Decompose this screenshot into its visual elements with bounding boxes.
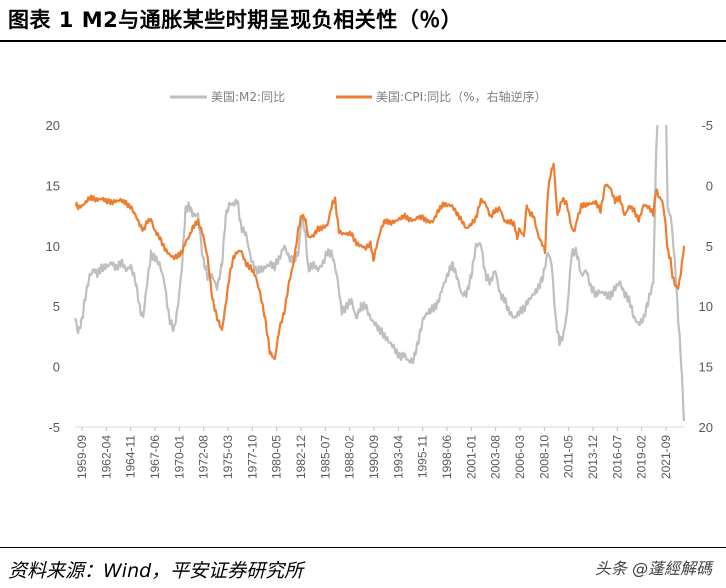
x-tick-label: 2016-07 xyxy=(610,435,624,479)
x-tick-label: 2013-12 xyxy=(586,435,600,479)
x-tick-label: 1982-12 xyxy=(294,435,308,479)
x-tick-label: 1980-05 xyxy=(270,435,284,479)
x-tick-label: 1959-09 xyxy=(75,435,89,479)
legend-label-cpi: 美国:CPI:同比（%，右轴逆序） xyxy=(376,89,547,104)
title-rule xyxy=(0,40,726,42)
left-tick-label: -5 xyxy=(48,420,60,435)
left-tick-label: 5 xyxy=(53,299,60,314)
source-note: 资料来源：Wind，平安证券研究所 xyxy=(8,560,304,582)
series-line-m2 xyxy=(74,125,686,422)
right-tick-label: -5 xyxy=(701,118,713,133)
x-tick-label: 2021-09 xyxy=(659,435,673,479)
page-title: 图表 1 M2与通胀某些时期呈现负相关性（％） xyxy=(8,8,463,32)
x-tick-label: 2006-03 xyxy=(513,435,527,479)
x-tick-label: 1967-06 xyxy=(148,435,162,479)
footer-rule xyxy=(0,547,726,548)
legend-label-m2: 美国:M2:同比 xyxy=(211,90,285,104)
x-tick-label: 1995-11 xyxy=(416,435,430,478)
x-tick-label: 1962-04 xyxy=(99,435,113,479)
series-group xyxy=(74,125,686,422)
x-tick-label: 1977-10 xyxy=(245,435,259,479)
x-tick-label: 1975-03 xyxy=(221,435,235,479)
x-tick-label: 1990-09 xyxy=(367,435,381,479)
x-tick-label: 2008-10 xyxy=(537,435,551,479)
x-tick-label: 2011-05 xyxy=(562,435,576,478)
legend: 美国:M2:同比 美国:CPI:同比（%，右轴逆序） xyxy=(170,89,547,104)
right-tick-label: 5 xyxy=(706,239,713,254)
x-tick-label: 2003-08 xyxy=(489,435,503,479)
x-tick-label: 1988-02 xyxy=(343,435,357,479)
x-tick-label: 1985-07 xyxy=(318,435,332,479)
right-tick-label: 0 xyxy=(706,178,713,193)
watermark: 头条 @蓬經解碼 xyxy=(594,559,712,578)
left-axis: 20 15 10 5 0 -5 xyxy=(46,118,60,435)
left-tick-label: 20 xyxy=(46,118,60,133)
series-line-cpi xyxy=(74,162,686,361)
x-tick-label: 2019-02 xyxy=(635,435,649,479)
right-tick-label: 10 xyxy=(699,299,713,314)
x-tick-label: 1998-06 xyxy=(440,435,454,479)
left-tick-label: 0 xyxy=(53,360,60,375)
x-tick-label: 2001-01 xyxy=(464,435,478,479)
x-tick-label: 1993-04 xyxy=(391,435,405,479)
x-axis: 1959-09 1962-04 1964-11 1967-06 1970-01 1972-… xyxy=(75,426,684,479)
left-tick-label: 10 xyxy=(46,239,60,254)
left-tick-label: 15 xyxy=(46,178,60,193)
right-axis: -5 0 5 10 15 20 xyxy=(699,118,713,435)
x-tick-label: 1972-08 xyxy=(197,435,211,479)
right-tick-label: 15 xyxy=(699,360,713,375)
x-tick-label: 1964-11 xyxy=(124,435,138,478)
x-tick-label: 1970-01 xyxy=(172,435,186,479)
right-tick-label: 20 xyxy=(699,420,713,435)
chart: 美国:M2:同比 美国:CPI:同比（%，右轴逆序） 20 15 10 5 0 -5 -5… xyxy=(46,89,713,479)
